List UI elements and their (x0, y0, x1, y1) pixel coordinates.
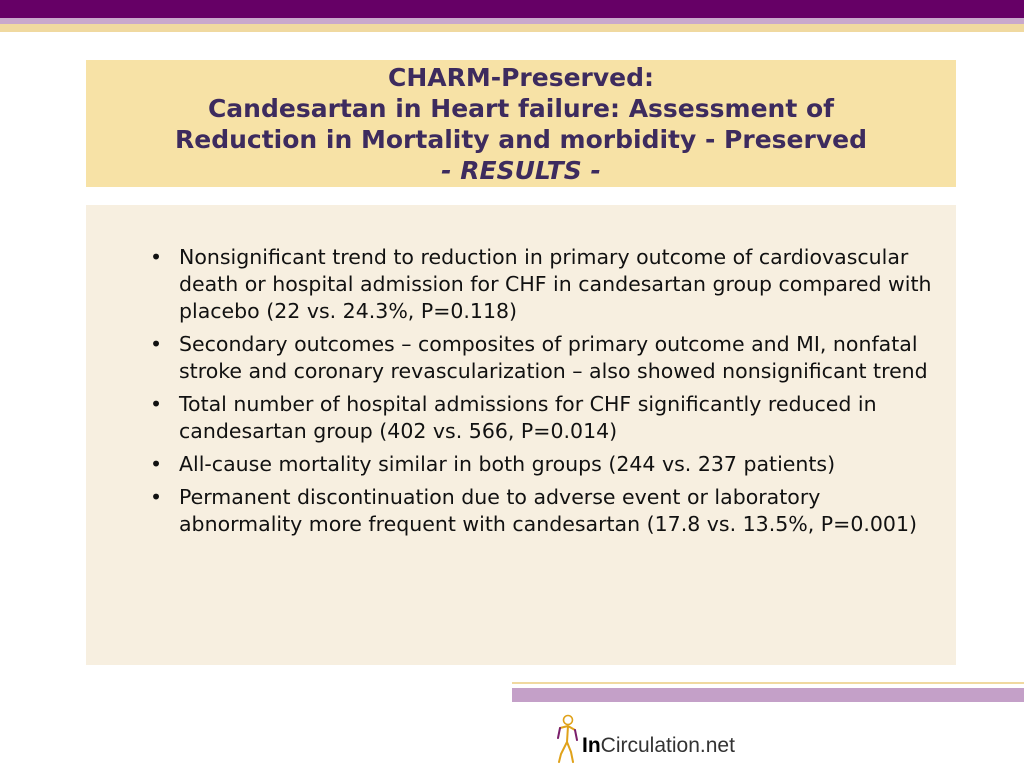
bullet-list: • Nonsignificant trend to reduction in p… (144, 244, 944, 544)
bullet-item: • Nonsignificant trend to reduction in p… (144, 244, 944, 325)
bullet-item: • Secondary outcomes – composites of pri… (144, 331, 944, 385)
bullet-text: Nonsignificant trend to reduction in pri… (179, 245, 932, 323)
bullet-item: • Permanent discontinuation due to adver… (144, 484, 944, 538)
bullet-item: • Total number of hospital admissions fo… (144, 391, 944, 445)
bullet-dot: • (150, 392, 163, 416)
title-line-2: Candesartan in Heart failure: Assessment… (207, 93, 835, 123)
bullet-text: All-cause mortality similar in both grou… (179, 452, 836, 476)
bullet-text: Permanent discontinuation due to adverse… (179, 485, 917, 536)
logo-wordmark: InCirculation.net (582, 734, 735, 758)
bullet-text: Total number of hospital admissions for … (179, 392, 877, 443)
top-purple-band (0, 0, 1024, 18)
bullet-dot: • (150, 485, 163, 509)
top-lavender-band (0, 18, 1024, 24)
incirculation-logo: InCirculation.net (556, 712, 735, 764)
human-figure-icon (556, 714, 582, 764)
bullet-dot: • (150, 245, 163, 269)
content-box: • Nonsignificant trend to reduction in p… (86, 205, 956, 665)
title-box: CHARM-Preserved: Candesartan in Heart fa… (86, 60, 956, 187)
bullet-item: • All-cause mortality similar in both gr… (144, 451, 944, 478)
bullet-dot: • (150, 332, 163, 356)
title-line-4: - RESULTS - (441, 155, 601, 185)
title-line-1: CHARM-Preserved: (387, 62, 655, 92)
logo-wordmark-rest: Circulation.net (600, 734, 735, 757)
footer-gold-line (512, 682, 1024, 684)
bullet-dot: • (150, 452, 163, 476)
title-line-3: Reduction in Mortality and morbidity - P… (175, 124, 867, 154)
top-gold-band (0, 24, 1024, 32)
bullet-text: Secondary outcomes – composites of prima… (179, 332, 928, 383)
logo-wordmark-bold: In (582, 734, 601, 757)
footer-lavender-band (512, 688, 1024, 702)
